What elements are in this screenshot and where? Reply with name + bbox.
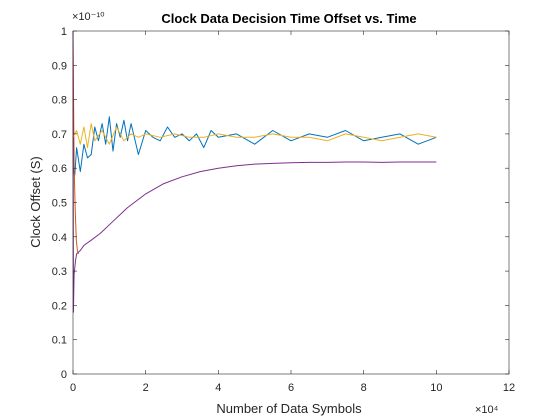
series-line-1 [72,116,437,176]
chart-title: Clock Data Decision Time Offset vs. Time [161,11,416,26]
plot-area [73,31,509,374]
axes-layer: 0 2 4 6 8 10 12 0 0.1 0.2 0.3 0.4 0.5 0.6 0.7 0.8 0.9 1 [52,26,515,394]
x-tick-label: 6 [288,382,294,394]
y-tick-label: 0.6 [52,163,67,175]
y-tick-label: 0 [61,369,67,381]
y-tick-label: 0.3 [52,266,67,278]
y-tick-label: 1 [61,26,67,38]
x-tick-label: 10 [430,382,442,394]
x-axis-exponent-label: ×10⁴ [475,404,499,416]
series-line-2 [72,30,79,255]
x-tick-label: 0 [70,382,76,394]
y-tick-label: 0.4 [52,232,67,244]
x-axis-title: Number of Data Symbols [216,401,362,416]
y-tick-label: 0.9 [52,60,67,72]
y-tick-label: 0.2 [52,300,67,312]
x-tick-label: 8 [361,382,367,394]
y-axis-exponent-label: ×10⁻¹⁰ [72,11,105,23]
y-tick-label: 0.7 [52,129,67,141]
series-line-4 [72,30,437,313]
y-axis-title: Clock Offset (S) [28,156,43,248]
y-tick-label: 0.8 [52,95,67,107]
x-tick-label: 2 [143,382,149,394]
series-layer [72,30,437,313]
y-tick-label: 0.5 [52,198,67,210]
x-tick-label: 4 [215,382,221,394]
series-line-3 [72,123,437,149]
x-tick-label: 12 [503,382,515,394]
y-tick-label: 0.1 [52,335,67,347]
